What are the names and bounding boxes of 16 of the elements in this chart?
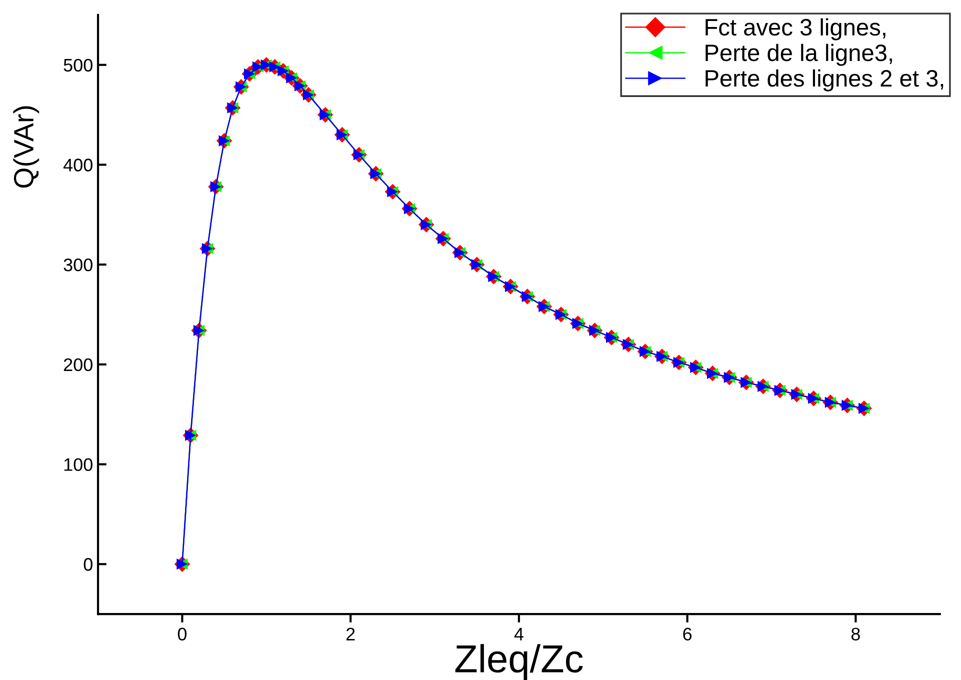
x-tick-label: 4 xyxy=(514,628,524,640)
y-axis-title: Q(VAr) xyxy=(13,106,40,188)
y-tick-label: 0 xyxy=(84,558,92,571)
legend-label: Fct avec 3 lignes, xyxy=(706,18,886,40)
y-tick-label: 400 xyxy=(63,158,92,172)
x-tick-label: 6 xyxy=(683,628,692,640)
legend-label: Perte de la ligne3, xyxy=(706,44,892,66)
y-tick-label: 100 xyxy=(64,458,92,471)
x-tick-label: 2 xyxy=(346,628,355,640)
y-tick-label: 200 xyxy=(64,358,92,372)
y-tick-label: 300 xyxy=(64,258,92,272)
x-axis-title: Zleq/Zc xyxy=(455,644,583,680)
x-tick-label: 8 xyxy=(851,628,860,640)
legend-label: Perte des lignes 2 et 3, xyxy=(706,69,944,92)
x-tick-label: 0 xyxy=(178,628,187,640)
y-tick-label: 500 xyxy=(64,58,92,72)
